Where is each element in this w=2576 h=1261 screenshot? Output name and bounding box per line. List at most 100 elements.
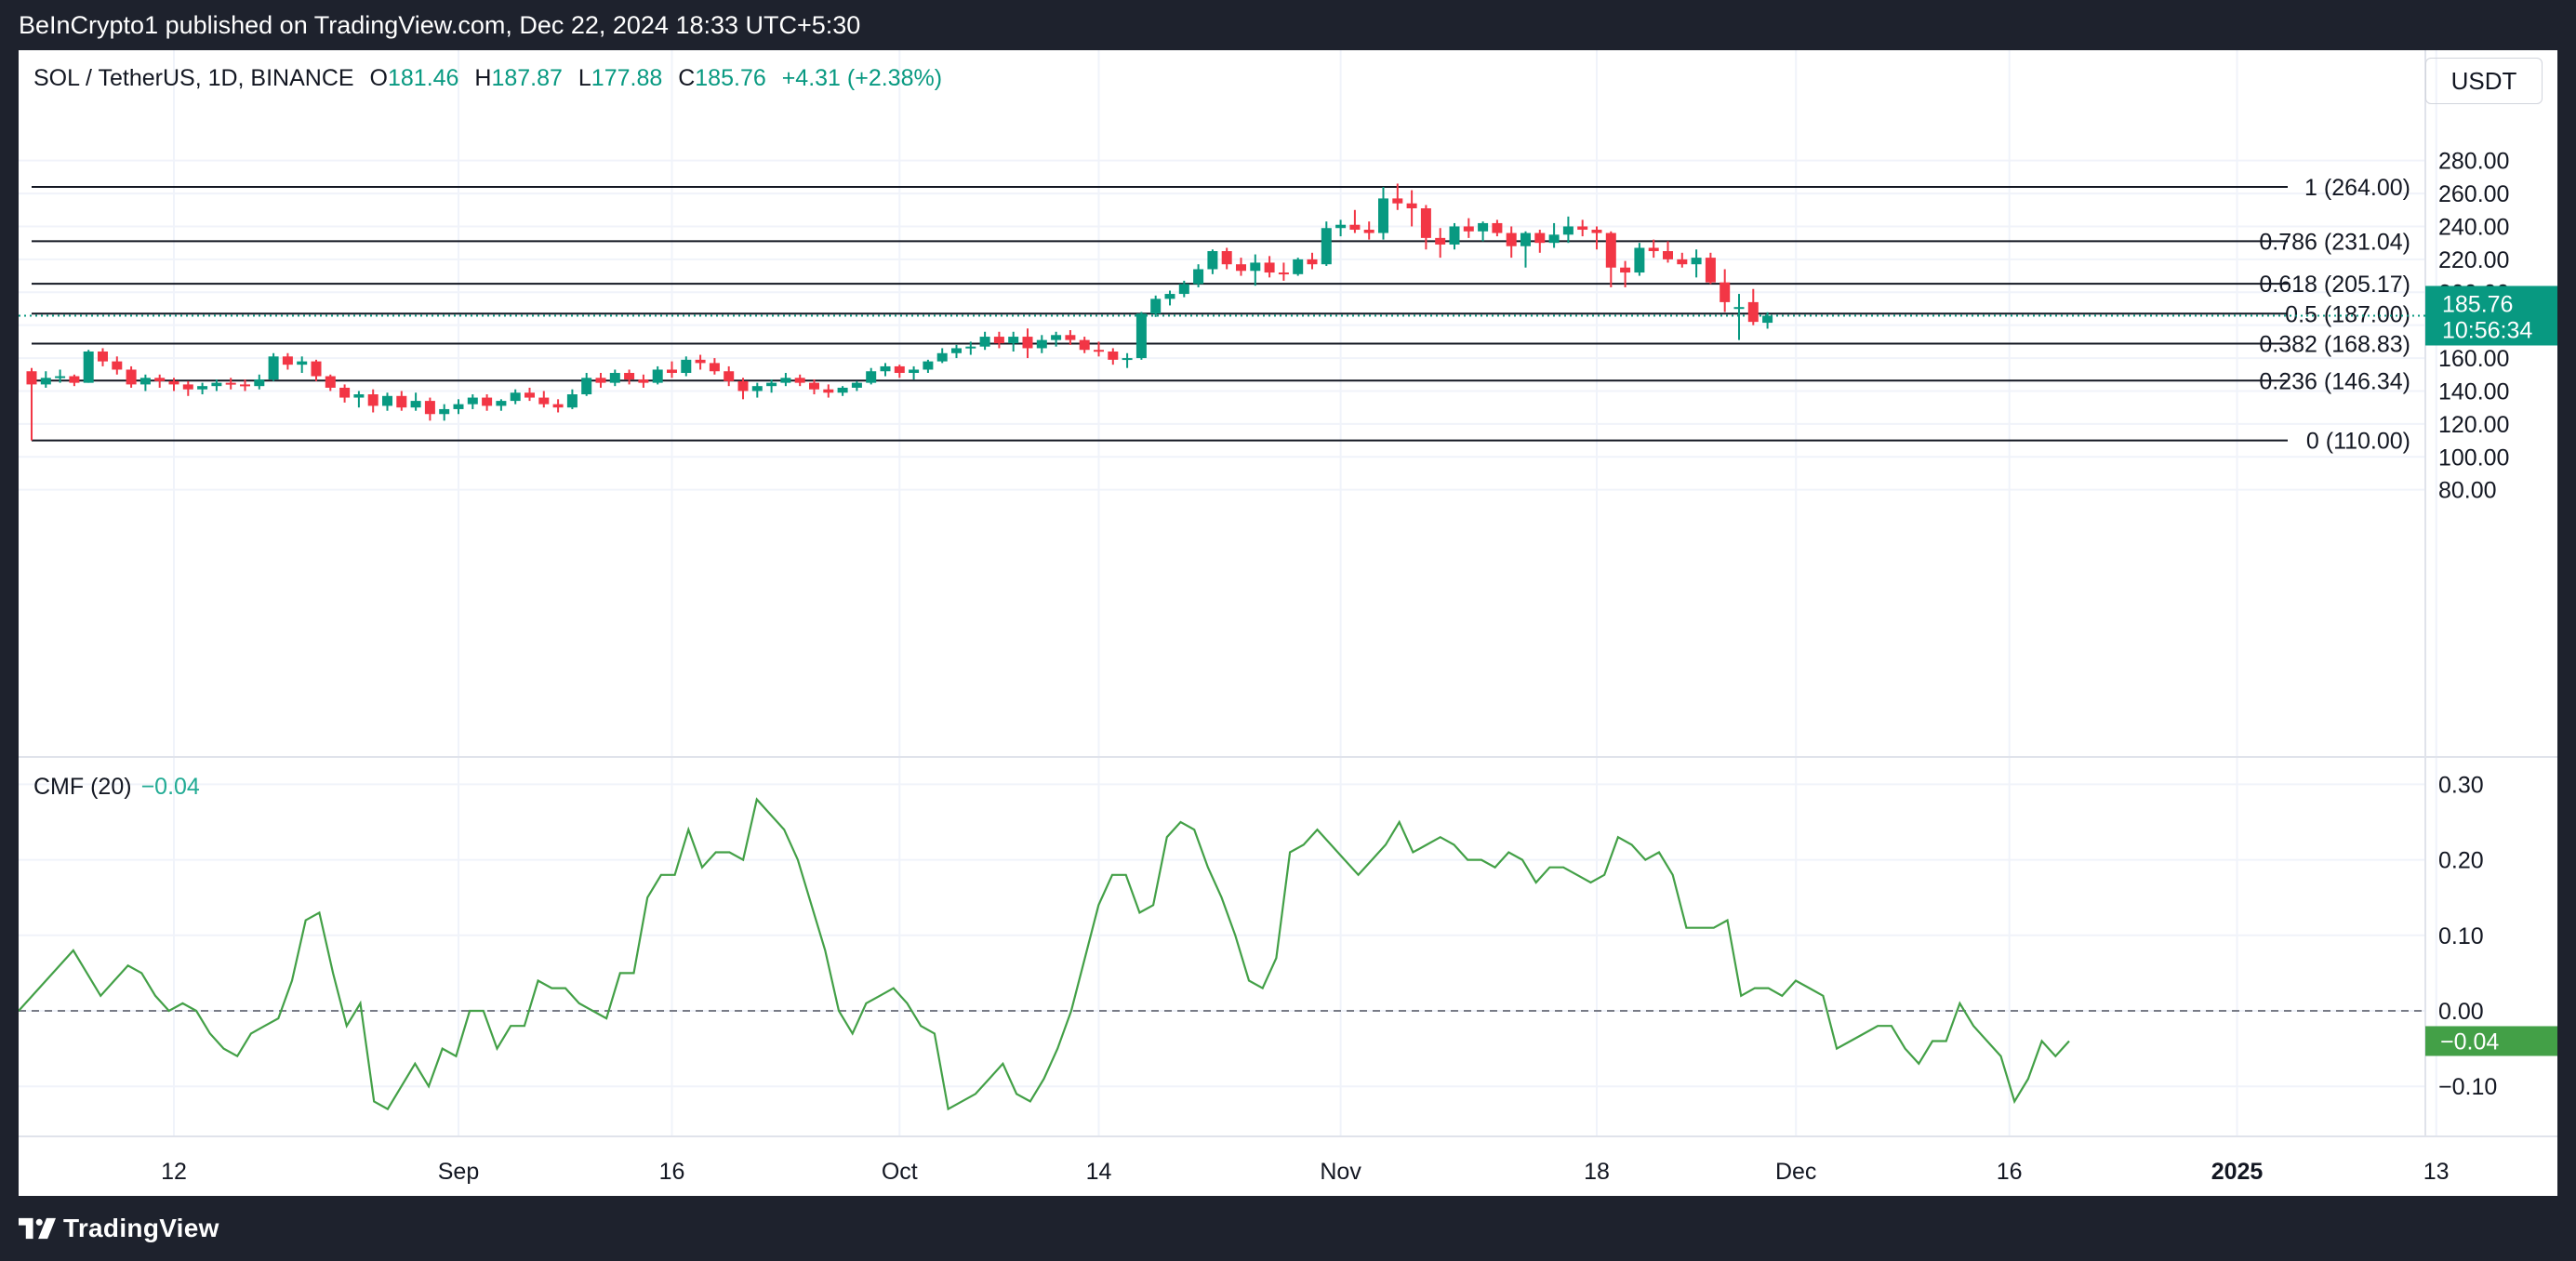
low-label: L [578, 65, 591, 91]
time-tick-label: 13 [2423, 1159, 2450, 1185]
candle-body [1307, 259, 1318, 265]
symbol-legend: SOL / TetherUS, 1D, BINANCE O181.46 H187… [33, 65, 942, 92]
tradingview-logo-icon [19, 1217, 56, 1240]
fib-level-label: 0.236 (146.34) [2259, 368, 2410, 394]
candle-body [367, 394, 378, 406]
candle-body [1747, 301, 1759, 323]
cmf-indicator [19, 797, 2425, 1111]
candle-body [652, 369, 663, 383]
publish-header: BeInCrypto1 published on TradingView.com… [0, 0, 2576, 50]
candle-body [1122, 358, 1133, 361]
candle-body [1677, 259, 1688, 265]
candle-body [936, 352, 948, 362]
candle-body [880, 365, 891, 372]
candle-body [439, 408, 450, 415]
fib-level-label: 0.5 (187.00) [2285, 301, 2410, 327]
indicator-legend[interactable]: CMF (20) −0.04 [33, 774, 200, 801]
price-tick-label: 240.00 [2438, 214, 2509, 240]
candle-body [851, 382, 862, 388]
candle-body [482, 397, 493, 406]
candle-body [453, 404, 464, 409]
cmf-tick-label: −0.10 [2438, 1074, 2497, 1100]
cmf-tick-label: 0.20 [2438, 848, 2484, 874]
change-value: +4.31 (+2.38%) [781, 65, 943, 91]
candle-body [794, 378, 805, 383]
candle-body [55, 376, 66, 378]
low-value: 177.88 [591, 65, 663, 91]
candle-body [1378, 198, 1388, 233]
candle-body [965, 346, 976, 349]
price-tick-label: 140.00 [2438, 378, 2509, 405]
price-axis[interactable]: 280.00260.00240.00220.00200.00180.00160.… [2425, 149, 2557, 1101]
fib-level-label: 0 (110.00) [2306, 429, 2410, 455]
candle-body [1534, 232, 1546, 244]
price-tick-label: 260.00 [2438, 181, 2509, 207]
candle-body [909, 369, 920, 374]
candle-body [339, 387, 351, 398]
candle-body [894, 365, 905, 374]
fibonacci-levels[interactable]: 1 (264.00) 0.786 (231.04) 0.618 (205.17) 0.… [32, 175, 2410, 455]
candle-body [1762, 315, 1773, 324]
price-tick-label: 100.00 [2438, 445, 2509, 471]
candle-body [624, 373, 635, 380]
price-tick-label: 80.00 [2438, 478, 2497, 504]
candle-body [1193, 269, 1204, 285]
candle-body [524, 392, 535, 398]
time-tick-label: Sep [438, 1159, 479, 1185]
close-value: 185.76 [695, 65, 766, 91]
candle-body [1420, 208, 1431, 238]
candle-body [809, 382, 819, 390]
candle-body [1691, 258, 1702, 265]
price-tick-label: 120.00 [2438, 412, 2509, 438]
candle-countdown: 10:56:34 [2442, 317, 2532, 343]
candle-body [382, 395, 392, 406]
candle-body [866, 371, 877, 383]
candle-body [225, 382, 236, 385]
candle-body [211, 382, 222, 387]
candle-body [83, 352, 94, 383]
candle-body [1620, 267, 1631, 273]
candle-body [510, 392, 521, 402]
fib-level-label: 1 (264.00) [2304, 175, 2410, 201]
candle-body [139, 378, 151, 385]
candle-body [1065, 335, 1076, 340]
candle-body [1720, 282, 1731, 302]
candle-body [1663, 251, 1673, 259]
candle-body [282, 356, 293, 365]
chart-panel[interactable]: 1 (264.00) 0.786 (231.04) 0.618 (205.17) 0.… [19, 50, 2557, 1196]
currency-button[interactable]: USDT [2425, 58, 2543, 104]
candle-body [467, 397, 478, 405]
candle-body [751, 386, 763, 392]
candle-body [240, 384, 250, 387]
candle-body [609, 373, 620, 383]
high-label: H [474, 65, 492, 91]
grid-lines [19, 50, 2557, 1137]
candle-body [1022, 337, 1033, 349]
candlesticks [19, 183, 2425, 441]
time-tick-label: 2025 [2211, 1159, 2264, 1185]
candle-body [1135, 313, 1147, 359]
candle-body [1733, 307, 1745, 310]
candle-body [951, 348, 962, 353]
tradingview-logo[interactable]: TradingView [19, 1213, 219, 1244]
candle-body [1008, 337, 1019, 344]
candle-body [1335, 224, 1347, 229]
cmf-tick-label: 0.00 [2438, 999, 2484, 1025]
time-axis[interactable]: 12 Sep 16 Oct 14 Nov 18 Dec 16 2025 13 [161, 1159, 2450, 1185]
candle-body [724, 371, 735, 381]
open-label: O [369, 65, 388, 91]
candle-body [1178, 284, 1189, 295]
indicator-name[interactable]: CMF (20) [33, 774, 132, 800]
tradingview-logo-text: TradingView [63, 1214, 219, 1242]
candle-body [1207, 251, 1218, 270]
indicator-value: −0.04 [140, 774, 200, 800]
candle-body [1349, 224, 1361, 231]
time-tick-label: Oct [882, 1159, 918, 1185]
fib-level-label: 0.382 (168.83) [2259, 331, 2410, 357]
candle-body [1605, 232, 1616, 268]
candle-body [69, 376, 80, 383]
symbol-name[interactable]: SOL / TetherUS, 1D, BINANCE [33, 65, 354, 91]
chart-canvas[interactable]: 1 (264.00) 0.786 (231.04) 0.618 (205.17) 0.… [19, 50, 2557, 1196]
candle-body [1164, 294, 1175, 299]
candle-body [993, 337, 1004, 344]
